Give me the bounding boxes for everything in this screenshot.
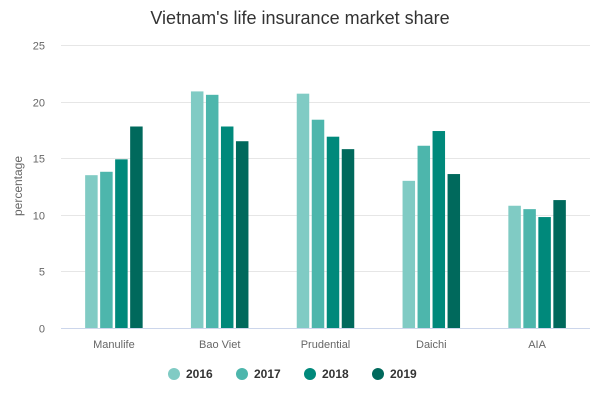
bar-2017-daichi — [417, 145, 431, 328]
y-tick-label: 0 — [39, 324, 45, 336]
legend-item-2016[interactable]: 2016 — [168, 367, 213, 381]
legend-marker — [236, 368, 248, 380]
y-tick-label: 25 — [33, 41, 45, 53]
bar-2016-daichi — [402, 180, 416, 328]
bar-2016-prudential — [296, 93, 310, 329]
legend-label: 2018 — [322, 367, 349, 381]
x-tick-label: AIA — [528, 339, 546, 351]
legend-item-2018[interactable]: 2018 — [304, 367, 349, 381]
bar-2018-prudential — [326, 136, 340, 328]
bar-2019-manulife — [130, 126, 143, 328]
y-tick-label: 15 — [33, 154, 45, 166]
grid-lines — [61, 45, 590, 272]
bar-2017-prudential — [311, 119, 325, 329]
bar-2017-manulife — [100, 171, 113, 328]
x-tick-label: Manulife — [93, 339, 135, 351]
legend-label: 2019 — [390, 367, 417, 381]
y-axis-label: percentage — [11, 156, 25, 216]
chart-title: Vietnam's life insurance market share — [150, 8, 449, 28]
bar-2018-bao-viet — [220, 126, 234, 328]
bar-2018-daichi — [432, 131, 446, 328]
bars — [85, 91, 566, 329]
y-tick-label: 10 — [33, 211, 45, 223]
legend-marker — [168, 368, 180, 380]
legend-item-2017[interactable]: 2017 — [236, 367, 281, 381]
bar-2016-aia — [508, 205, 521, 328]
legend-label: 2017 — [254, 367, 281, 381]
legend-item-2019[interactable]: 2019 — [372, 367, 417, 381]
bar-2019-bao-viet — [235, 141, 249, 328]
bar-2016-manulife — [85, 175, 98, 328]
x-axis-ticks: Manulife Bao Viet Prudential Daichi AIA — [93, 339, 547, 351]
bar-2019-prudential — [341, 149, 355, 328]
bar-2018-aia — [538, 217, 551, 328]
legend: 2016 2017 2018 2019 — [168, 367, 417, 381]
y-tick-label: 20 — [33, 98, 45, 110]
x-tick-label: Daichi — [416, 339, 447, 351]
bar-2019-daichi — [447, 174, 461, 328]
x-tick-label: Bao Viet — [199, 339, 240, 351]
legend-marker — [304, 368, 316, 380]
bar-2017-bao-viet — [205, 94, 219, 328]
x-tick-label: Prudential — [301, 339, 351, 351]
bar-2019-aia — [553, 200, 566, 328]
legend-label: 2016 — [186, 367, 213, 381]
y-tick-label: 5 — [39, 267, 45, 279]
bar-2018-manulife — [115, 159, 128, 328]
bar-2017-aia — [523, 209, 536, 328]
y-axis-ticks: 0 5 10 15 20 25 — [33, 41, 45, 336]
legend-marker — [372, 368, 384, 380]
bar-2016-bao-viet — [190, 91, 204, 328]
